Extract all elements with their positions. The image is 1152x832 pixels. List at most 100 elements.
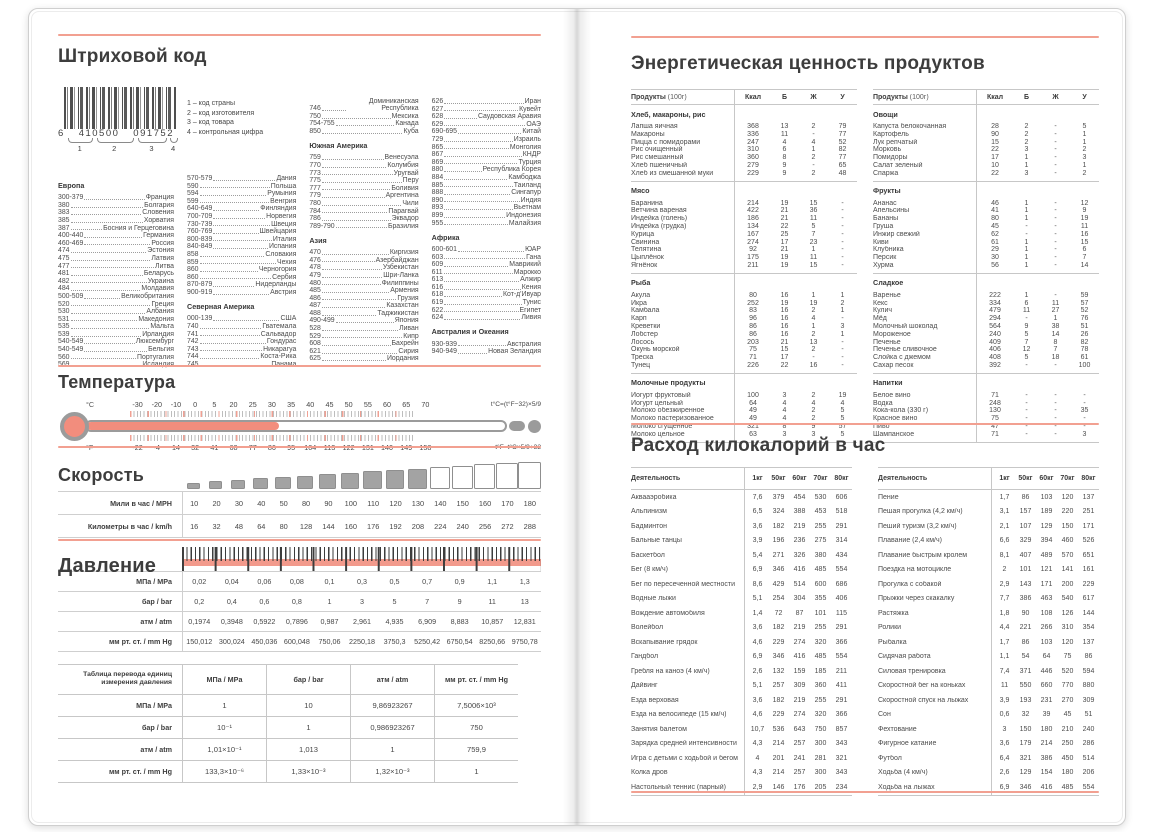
food-row: Кока-кола (330 г) 130 - - 35 [873,407,1099,415]
conversion-value: 7,5006×10³ [434,693,518,716]
food-value: 5 [1024,330,1029,338]
activity-value: 108 [1040,609,1053,617]
food-value: 71 [991,430,999,438]
country-name: Сербия [272,273,297,281]
country-code-row: 770 Колумбия [309,162,418,169]
food-group: Фрукты Ананас 46 1-12 Апельсины 41 1-9 Бананы 80… [873,180,1099,273]
food-name: Индейка (грудка) [631,222,687,230]
food-value: 336 [747,130,759,138]
country-code: 880 [431,166,444,174]
activity-row: Настольный теннис (парный) 2,9 146 176 205 23… [631,780,852,795]
food-row: Сахар песок 392 - - 100 [873,362,1099,370]
dotted-leader [444,258,526,260]
food-value: 2 [1024,130,1029,138]
dotted-leader [70,328,150,329]
activity-row: Зарядка средней интенсивности 4,3 214 257 30… [631,737,852,752]
country-code-row: 380 Болгария [58,202,174,209]
activity-value: 6,9 [752,566,763,574]
country-code-row: 640-649 Финляндия [187,205,296,212]
country-name: Киргизия [389,249,419,257]
food-value: 25 [780,230,789,238]
food-row: Рис смешанный 360 8 2 77 [631,154,857,162]
country-code: 858 [187,250,199,258]
food-row: Хурма 56 1 - 14 [873,262,1099,270]
ruler-major-ticks [182,547,541,571]
celsius-unit-label: °C [86,400,95,409]
food-value: 9 [782,161,787,169]
barcode-image: 6 410500 091752 1 2 3 4 [58,87,178,153]
country-code: 628 [431,113,444,121]
activity-name: Езда на велосипеде (15 км/ч) [631,711,727,719]
food-group: Сладкое Варенье 222 1-59 Кекс 334 6 11 57 Кулич 47… [873,272,1099,373]
food-value: 16 [780,291,789,299]
pressure-row-label: бар / bar [141,597,172,606]
country-code: 955 [431,219,444,227]
country-code: 475 [58,254,70,262]
country-code: 474 [58,247,70,255]
food-header-product-bold: Продукты [873,93,908,101]
activity-name: Бальные танцы [631,537,682,545]
activity-value: 286 [1082,740,1095,748]
speed-row-value: 48 [234,521,244,531]
activity-name: Ролики [878,624,902,632]
food-value: 15 [780,346,789,354]
country-name: Сальвадор [260,330,297,338]
food-value: 61 [991,238,999,246]
country-name: Кувейт [519,105,541,113]
country-code: 608 [309,340,321,348]
food-group: Хлеб, макароны, рис Лапша яичная 368 13 2 79 М… [631,105,857,181]
food-value: 1 [840,330,845,338]
region-header: Южная Америка [309,141,368,151]
food-value: 6 [1082,246,1087,254]
activity-row: Ходьба (4 км/ч) 2,6 129 154 180 206 [878,766,1099,781]
food-group-header: Сладкое [873,278,904,288]
food-row: Окунь морской 75 15 2 - [631,346,857,354]
country-code-row: 860 Сербия [187,274,296,281]
dotted-leader [444,288,521,290]
country-name: Сингапур [511,189,541,197]
food-name: Мороженое [873,330,911,338]
food-name: Слойка с джемом [873,354,931,362]
food-value: 5 [840,407,845,415]
country-code: 611 [431,268,443,276]
conversion-col-header: атм / atm [350,664,434,694]
country-code: 626 [431,98,444,105]
pressure-row-label: МПа / MPa [136,577,172,586]
food-value: 16 [780,307,789,315]
activity-value: 251 [1082,508,1095,516]
food-value: 9 [782,169,787,177]
activity-row: Скоростной бег на коньках 11 550 660 770 880 [878,679,1099,694]
food-name: Молочный шоколад [873,322,938,330]
country-name: Эквадор [391,215,419,223]
country-name: Камбоджа [508,173,541,181]
food-value: - [841,222,844,230]
activity-row: Вскапывание грядок 4,6 229 274 320 366 [631,635,852,650]
pressure-row-value: 12,831 [513,617,536,626]
food-value: - [1025,222,1028,230]
activity-value: 4,6 [752,638,763,646]
dotted-leader [199,350,263,352]
food-value: 3 [782,391,787,399]
food-value: - [1025,422,1028,430]
food-value: 100 [1078,361,1091,369]
activity-value: 1,7 [999,638,1010,646]
food-value: 36 [809,207,818,215]
activity-value: 643 [793,725,806,733]
country-code-row: 000-139 США [187,315,296,322]
speed-row-value: 256 [478,521,492,531]
food-row: Рис очищенный 310 6 1 82 [631,146,857,154]
activity-row: Пешая прогулка (4,2 км/ч) 3,1 157 189 220 251 [878,505,1099,520]
country-code-row: 528 Ливан [309,325,418,332]
activity-value: 514 [793,580,806,588]
dotted-leader [199,335,260,337]
food-value: 9 [811,422,816,430]
food-table-header: Продукты (100г) Ккал Б Ж У [873,89,1099,105]
food-value: 19 [1080,215,1089,223]
food-table-header: Продукты (100г) Ккал Б Ж У [631,89,857,105]
food-value: 15 [1080,238,1089,246]
activity-value: 45 [1063,711,1072,719]
country-code: 478 [309,264,321,272]
speed-bar [496,462,519,489]
food-name: Лапша яичная [631,123,678,130]
dotted-leader [321,197,385,199]
